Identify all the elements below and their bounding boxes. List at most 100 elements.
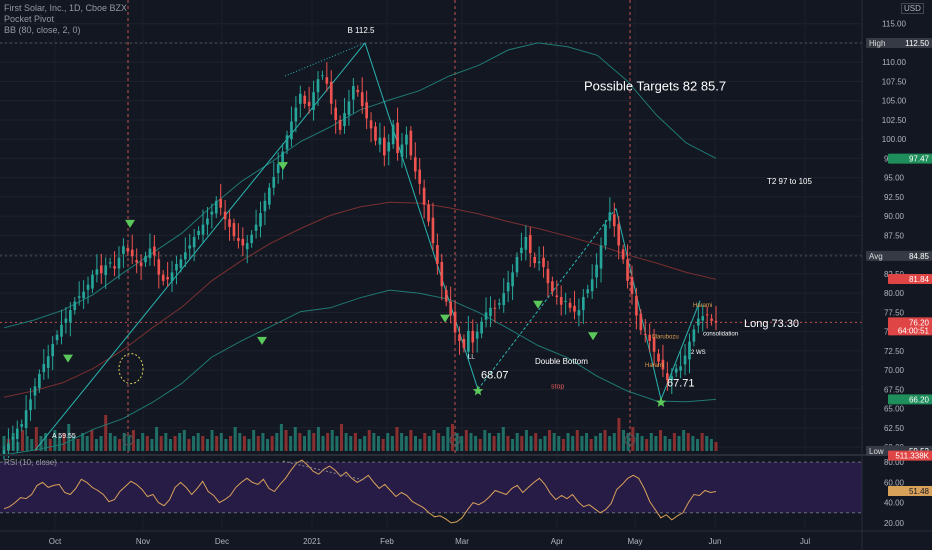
- volume-bar: [654, 436, 658, 451]
- candle: [206, 218, 209, 225]
- price-tag-value: 97.47: [909, 155, 930, 164]
- candle: [701, 316, 705, 321]
- price-tick-label: 115.00: [882, 20, 906, 29]
- volume-bar: [127, 436, 131, 451]
- candle: [440, 261, 444, 287]
- volume-bar: [603, 430, 607, 451]
- price-tick-label: 92.50: [884, 193, 905, 202]
- price-axis: 115.00 112.50 110.00 107.50 105.00 102.50 100.…: [861, 0, 932, 550]
- volume-bar: [612, 433, 616, 451]
- volume-bar: [201, 436, 205, 451]
- candle: [657, 353, 660, 362]
- volume-bar: [25, 436, 29, 451]
- chart-legend: First Solar, Inc., 1D, Cboe BZX Pocket P…: [4, 3, 127, 36]
- candle: [232, 223, 236, 237]
- volume-bar: [381, 439, 385, 451]
- volume-bar: [469, 433, 473, 451]
- volume-bar: [672, 433, 676, 451]
- volume-bar: [196, 433, 200, 451]
- candle: [674, 368, 678, 373]
- candle: [568, 302, 572, 308]
- volume-bar: [155, 427, 159, 451]
- candle: [666, 373, 669, 381]
- candle: [382, 137, 386, 156]
- volume-bar: [289, 436, 293, 451]
- annotation-label: B 112.5: [348, 26, 376, 35]
- volume-bar: [561, 439, 565, 451]
- price-tick-label: 87.50: [884, 231, 905, 240]
- volume-bar: [686, 433, 690, 451]
- volume-bar: [548, 430, 552, 451]
- volume-bar: [340, 424, 344, 451]
- rsi-tick-label: 80.00: [884, 458, 905, 467]
- volume-bar: [450, 424, 454, 451]
- rsi-tick-label: 60.00: [884, 478, 905, 487]
- candle: [520, 247, 523, 254]
- time-tick-label: Oct: [49, 537, 62, 546]
- volume-bar: [270, 436, 274, 451]
- volume-bar: [210, 430, 214, 451]
- candle: [639, 313, 643, 331]
- annotation-label: A 59.55: [52, 433, 76, 440]
- candle: [506, 282, 510, 292]
- candle: [51, 343, 54, 357]
- volume-bar: [94, 439, 98, 451]
- volume-bar: [515, 433, 519, 451]
- indicator-bb: BB (80, close, 2, 0): [4, 25, 81, 35]
- volume-bar: [316, 427, 320, 451]
- candle: [559, 297, 563, 305]
- annotation-label: Double Bottom: [535, 357, 588, 366]
- volume-bar: [141, 433, 145, 451]
- candle: [710, 318, 713, 321]
- candle: [82, 291, 85, 299]
- rsi-value-tag: [888, 485, 932, 496]
- candle: [11, 437, 15, 440]
- volume-bar: [478, 439, 482, 451]
- price-tag-label: High: [869, 39, 885, 48]
- candle: [179, 259, 183, 268]
- price-tick-label: 95.00: [884, 174, 905, 183]
- candle: [608, 212, 612, 221]
- volume-bar: [520, 436, 524, 451]
- candle: [259, 213, 262, 227]
- currency-label[interactable]: USD: [901, 3, 924, 14]
- rsi-value-label: 51.48: [909, 487, 930, 496]
- candle: [409, 130, 413, 156]
- volume-bar: [34, 427, 38, 451]
- candle: [453, 311, 457, 333]
- volume-bar: [118, 439, 122, 451]
- pivot-marker: [63, 354, 73, 363]
- rsi-line: [3, 459, 717, 524]
- price-tag: [888, 450, 932, 461]
- volume-bar: [608, 436, 612, 451]
- time-tick-label: 2021: [303, 537, 321, 546]
- volume-bar: [358, 439, 362, 451]
- candle: [692, 329, 696, 342]
- annotation-label: 2 WS: [691, 350, 706, 356]
- candle: [405, 134, 408, 145]
- volume-bar: [238, 433, 242, 451]
- volume-bar: [312, 433, 316, 451]
- candle: [272, 176, 276, 188]
- volume-bar: [501, 427, 505, 451]
- star-marker: [655, 397, 667, 407]
- candle: [688, 341, 691, 360]
- candle: [352, 86, 355, 100]
- annotation-label: stop: [551, 384, 564, 391]
- candle: [316, 79, 320, 93]
- candle: [245, 243, 249, 250]
- candle: [157, 259, 161, 275]
- volume-bar: [700, 433, 704, 451]
- volume-bar: [497, 433, 501, 451]
- volume-bar: [376, 436, 380, 451]
- candle: [285, 135, 289, 150]
- volume-bar: [631, 427, 635, 451]
- candle: [343, 113, 346, 127]
- candle: [325, 77, 329, 84]
- candle: [670, 376, 674, 381]
- candle: [241, 238, 245, 246]
- volume-bar: [571, 436, 575, 451]
- volume-bar: [534, 433, 538, 451]
